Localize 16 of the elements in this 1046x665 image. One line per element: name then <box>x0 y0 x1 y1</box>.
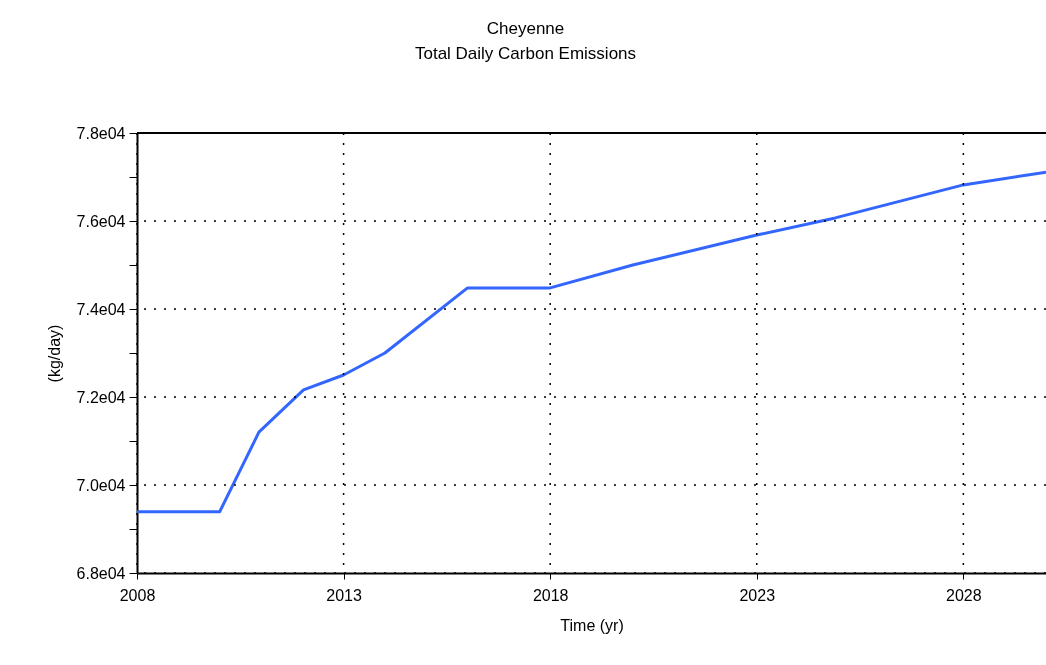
y-tick-label: 7.8e04 <box>76 124 126 142</box>
y-tick-label: 7.2e04 <box>76 388 126 406</box>
y-tick-label: 7.4e04 <box>76 300 126 318</box>
x-axis-title: Time (yr) <box>560 616 624 634</box>
chart-title: Cheyenne <box>486 19 565 38</box>
y-tick-label: 7.6e04 <box>76 212 126 230</box>
y-tick-label: 6.8e04 <box>76 564 126 582</box>
x-tick-label: 2023 <box>739 586 776 604</box>
y-tick-label: 7.0e04 <box>76 476 126 494</box>
x-tick-label: 2018 <box>532 586 569 604</box>
x-tick-label: 2028 <box>946 586 982 604</box>
chart-subtitle: Total Daily Carbon Emissions <box>414 44 637 63</box>
x-tick-label: 2013 <box>326 586 362 604</box>
x-tick-label: 2008 <box>119 586 156 604</box>
y-axis-title: (kg/day) <box>45 324 63 383</box>
line-series <box>135 170 1046 514</box>
